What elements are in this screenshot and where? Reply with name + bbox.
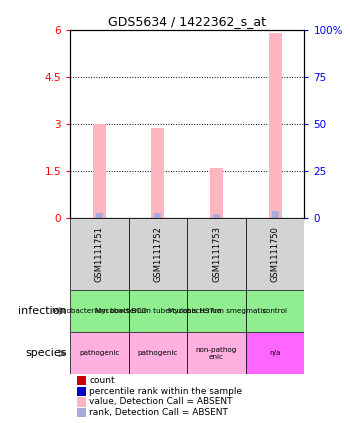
Text: Mycobacterium tuberculosis H37ra: Mycobacterium tuberculosis H37ra: [95, 308, 221, 314]
Bar: [246, 332, 304, 374]
Text: Mycobacterium smegmatis: Mycobacterium smegmatis: [168, 308, 266, 314]
Text: control: control: [263, 308, 288, 314]
Bar: [96, 214, 103, 218]
Bar: [129, 218, 187, 290]
Text: GSM1111753: GSM1111753: [212, 226, 221, 282]
Bar: [129, 332, 187, 374]
Text: pathogenic: pathogenic: [138, 350, 178, 356]
Text: rank, Detection Call = ABSENT: rank, Detection Call = ABSENT: [89, 408, 228, 417]
Bar: [70, 290, 129, 332]
Bar: [93, 124, 106, 218]
Text: species: species: [25, 348, 66, 358]
Text: GSM1111752: GSM1111752: [153, 226, 162, 282]
Bar: [213, 214, 220, 218]
Bar: [272, 211, 279, 218]
Bar: [187, 218, 246, 290]
Bar: [187, 332, 246, 374]
Bar: [129, 290, 187, 332]
Bar: [187, 290, 246, 332]
Text: infection: infection: [18, 306, 66, 316]
Text: n/a: n/a: [270, 350, 281, 356]
Text: non-pathog
enic: non-pathog enic: [196, 347, 237, 360]
Text: GSM1111750: GSM1111750: [271, 226, 280, 282]
Text: percentile rank within the sample: percentile rank within the sample: [89, 387, 242, 396]
Text: value, Detection Call = ABSENT: value, Detection Call = ABSENT: [89, 397, 233, 407]
Text: GSM1111751: GSM1111751: [95, 226, 104, 282]
Bar: [70, 332, 129, 374]
Text: count: count: [89, 376, 115, 385]
Text: pathogenic: pathogenic: [79, 350, 119, 356]
Bar: [210, 168, 223, 218]
Bar: [246, 290, 304, 332]
Bar: [154, 214, 161, 218]
Bar: [246, 218, 304, 290]
Bar: [269, 33, 282, 218]
Text: Mycobacterium bovis BCG: Mycobacterium bovis BCG: [52, 308, 147, 314]
Title: GDS5634 / 1422362_s_at: GDS5634 / 1422362_s_at: [108, 16, 266, 28]
Bar: [152, 129, 164, 218]
Bar: [70, 218, 129, 290]
